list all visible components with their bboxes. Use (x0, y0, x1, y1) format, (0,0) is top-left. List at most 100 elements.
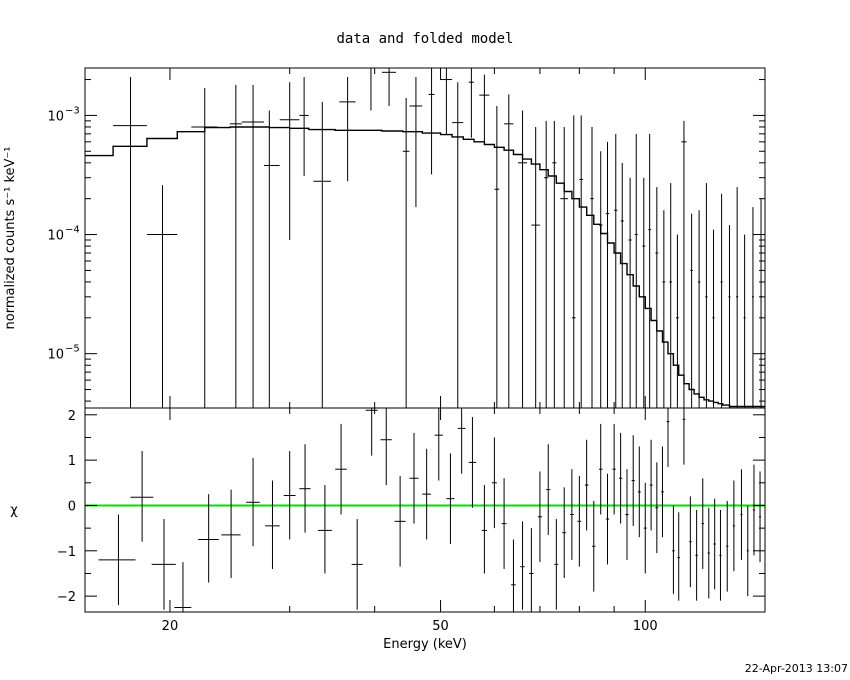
residual-point (605, 473, 610, 565)
residual-point (351, 519, 363, 610)
residual-point (707, 507, 710, 599)
data-point (598, 151, 603, 408)
residual-point (672, 505, 675, 594)
data-point (669, 183, 673, 408)
y-tick-exponent: −5 (65, 344, 80, 355)
x-tick-label: 20 (162, 619, 179, 634)
timestamp: 22-Apr-2013 13:07 (745, 662, 848, 675)
residual-point (752, 464, 755, 556)
residual-point (365, 408, 378, 456)
y-tick-label: 10 (47, 109, 64, 124)
residual-point (695, 510, 698, 601)
residual-point (562, 487, 567, 578)
data-point (409, 77, 423, 208)
residual-point (335, 423, 347, 515)
residual-point (174, 562, 192, 612)
data-point (590, 126, 594, 408)
y-tick-label: 1 (68, 454, 76, 469)
data-point (299, 77, 309, 177)
data-point (720, 193, 723, 408)
residual-point (592, 500, 596, 592)
data-point (712, 229, 715, 408)
residual-point (577, 476, 582, 567)
data-point (279, 82, 300, 240)
data-point (634, 133, 638, 408)
residual-point (625, 469, 629, 560)
data-point (264, 110, 280, 408)
residual-point (689, 496, 692, 588)
residual-point (380, 408, 392, 486)
data-point (705, 183, 708, 408)
data-point (620, 162, 624, 408)
model-step-line (85, 126, 765, 408)
residual-point (434, 408, 443, 481)
data-point (494, 105, 500, 408)
residual-point (740, 469, 743, 560)
residual-point (649, 439, 653, 531)
residual-point (682, 408, 686, 465)
residual-point (394, 476, 406, 567)
data-point (468, 68, 475, 138)
residual-point (265, 480, 280, 569)
x-tick-label: 50 (432, 619, 449, 634)
y-tick-label: −2 (57, 590, 76, 605)
model-curve (85, 126, 765, 408)
data-point (728, 225, 731, 408)
y-tick-label: −1 (57, 545, 76, 560)
residual-point (501, 478, 507, 569)
spectrum-panel: 10−310−410−5 normalized counts s⁻¹ keV⁻¹ (3, 67, 766, 409)
residual-point (457, 408, 466, 474)
residual-point (98, 514, 136, 606)
residual-point (612, 423, 616, 515)
data-point (605, 141, 610, 408)
residual-point (491, 437, 497, 529)
energy-tick-labels: 20 50 100 (162, 619, 658, 634)
spectrum-y-axis-label: normalized counts s⁻¹ keV⁻¹ (3, 147, 18, 330)
residual-point (631, 435, 635, 526)
data-point (504, 94, 514, 408)
residual-point (637, 446, 641, 538)
data-point (579, 115, 584, 408)
chart-title: data and folded model (336, 31, 513, 47)
residual-point (317, 485, 332, 574)
data-points (113, 67, 763, 408)
y-tick-label: 2 (68, 409, 76, 424)
residual-point (221, 489, 241, 578)
residual-point (511, 539, 516, 612)
data-point (655, 187, 659, 408)
data-point (531, 126, 540, 408)
y-tick-label: 0 (68, 499, 76, 514)
residual-point (198, 494, 219, 583)
y-tick-label: 10 (47, 348, 64, 363)
residual-point (299, 444, 311, 533)
residual-points (98, 408, 762, 612)
residual-point (713, 498, 716, 590)
residual-y-axis-label: χ (10, 503, 18, 518)
residual-point (584, 439, 589, 531)
residual-point (537, 471, 543, 563)
residual-point (677, 512, 681, 601)
residual-point (468, 417, 477, 508)
data-point (518, 110, 527, 408)
data-point (313, 101, 331, 408)
data-point (339, 77, 356, 182)
spectrum-frame (84, 67, 766, 409)
residual-frame (84, 407, 766, 613)
residual-point (409, 432, 419, 524)
data-point (479, 74, 490, 142)
residual-point (554, 519, 559, 610)
data-point (760, 198, 763, 408)
residual-point (446, 453, 455, 544)
residual-point (719, 510, 722, 601)
data-point (552, 120, 557, 408)
spectrum-axis-ticks (85, 68, 765, 408)
data-point (690, 213, 693, 408)
residual-point (569, 469, 574, 560)
y-tick-exponent: −4 (65, 225, 80, 236)
data-point (229, 84, 242, 408)
x-axis-label: Energy (keV) (383, 637, 467, 652)
data-point (452, 82, 464, 408)
residual-point (598, 423, 603, 515)
x-tick-label: 100 (633, 619, 658, 634)
